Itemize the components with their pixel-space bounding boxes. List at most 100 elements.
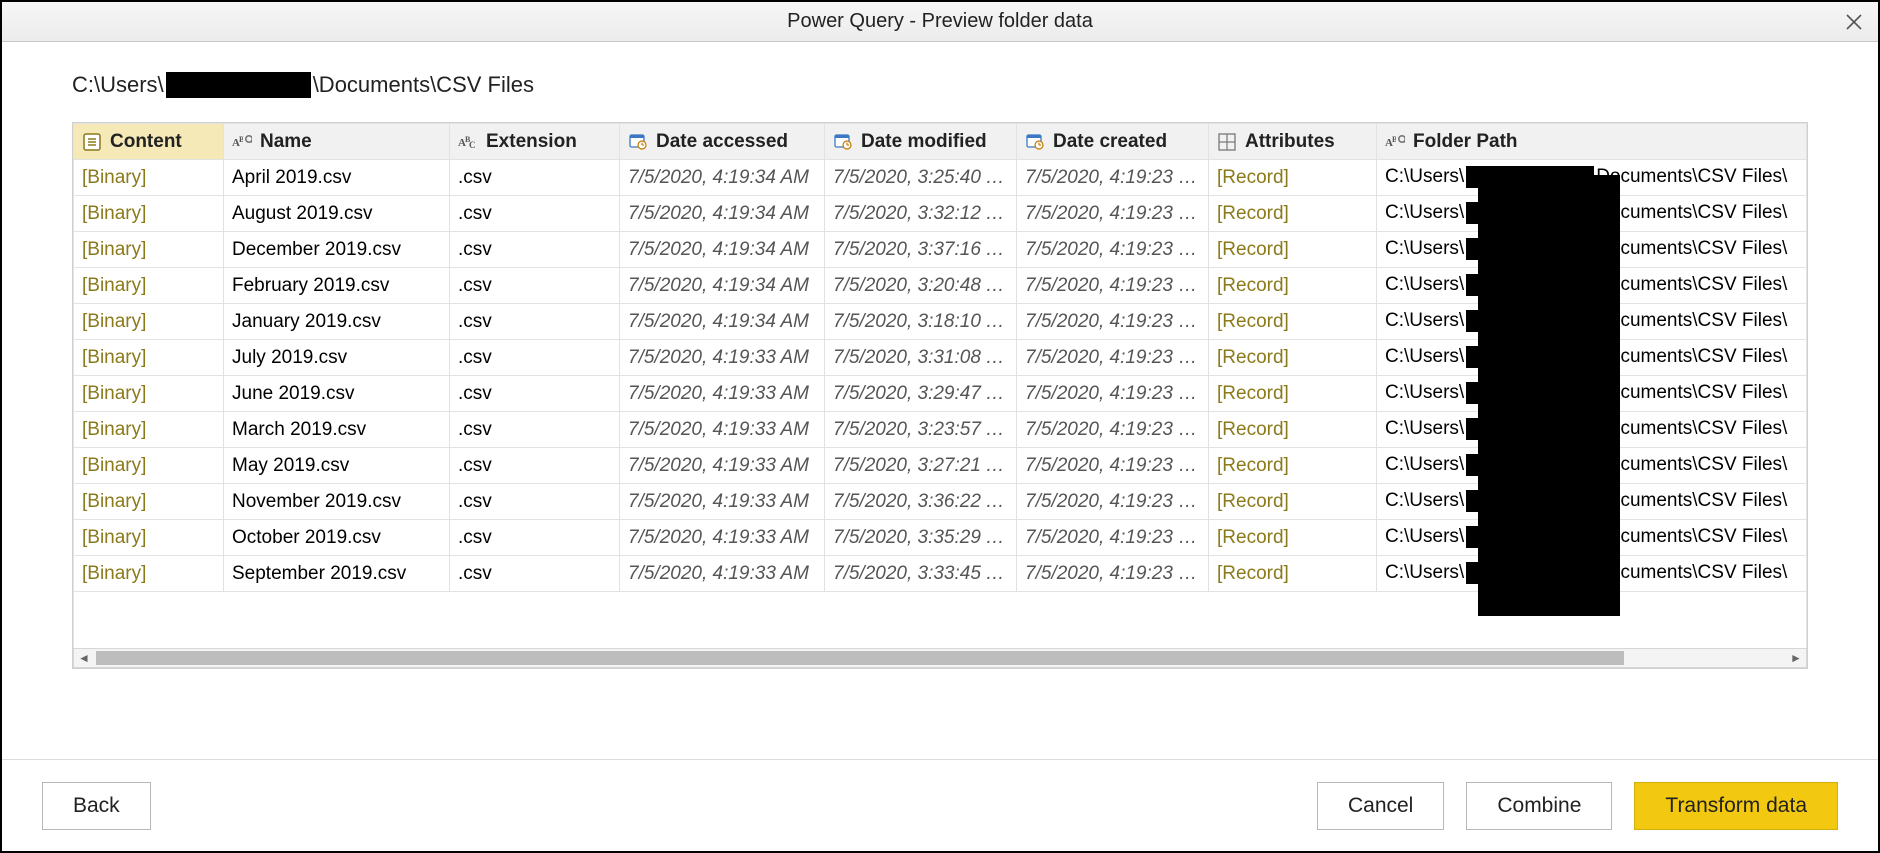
cell-date-accessed: 7/5/2020, 4:19:34 AM	[620, 268, 825, 304]
cell-date-created: 7/5/2020, 4:19:23 …	[1017, 340, 1209, 376]
cell-date-modified: 7/5/2020, 3:33:45 AM	[825, 556, 1017, 592]
cell-extension: .csv	[450, 304, 620, 340]
back-button[interactable]: Back	[42, 782, 151, 830]
cell-attributes[interactable]: [Record]	[1209, 412, 1377, 448]
cell-date-created: 7/5/2020, 4:19:23 …	[1017, 520, 1209, 556]
cell-date-accessed: 7/5/2020, 4:19:33 AM	[620, 556, 825, 592]
cell-attributes[interactable]: [Record]	[1209, 340, 1377, 376]
cell-date-modified: 7/5/2020, 3:36:22 AM	[825, 484, 1017, 520]
cell-extension: .csv	[450, 412, 620, 448]
cell-date-created: 7/5/2020, 4:19:23 …	[1017, 484, 1209, 520]
column-header-date-created[interactable]: Date created	[1017, 124, 1209, 160]
cell-name: December 2019.csv	[224, 232, 450, 268]
cell-attributes[interactable]: [Record]	[1209, 232, 1377, 268]
column-header-name[interactable]: Name	[224, 124, 450, 160]
cell-content[interactable]: [Binary]	[74, 232, 224, 268]
cell-content[interactable]: [Binary]	[74, 484, 224, 520]
cell-date-accessed: 7/5/2020, 4:19:33 AM	[620, 484, 825, 520]
column-label: Name	[260, 131, 312, 153]
cell-attributes[interactable]: [Record]	[1209, 556, 1377, 592]
cell-date-modified: 7/5/2020, 3:29:47 AM	[825, 376, 1017, 412]
horizontal-scrollbar[interactable]: ◄ ►	[73, 648, 1807, 668]
cell-extension: .csv	[450, 556, 620, 592]
scroll-right-icon[interactable]: ►	[1786, 649, 1806, 667]
column-header-date-modified[interactable]: Date modified	[825, 124, 1017, 160]
cell-date-accessed: 7/5/2020, 4:19:34 AM	[620, 160, 825, 196]
cell-date-created: 7/5/2020, 4:19:23 …	[1017, 412, 1209, 448]
column-header-content[interactable]: Content	[74, 124, 224, 160]
cancel-button[interactable]: Cancel	[1317, 782, 1444, 830]
column-label: Date created	[1053, 131, 1167, 153]
column-type-icon	[1217, 132, 1237, 152]
cell-name: July 2019.csv	[224, 340, 450, 376]
cell-extension: .csv	[450, 340, 620, 376]
cell-date-modified: 7/5/2020, 3:35:29 AM	[825, 520, 1017, 556]
cell-attributes[interactable]: [Record]	[1209, 196, 1377, 232]
cell-extension: .csv	[450, 448, 620, 484]
cell-name: May 2019.csv	[224, 448, 450, 484]
cell-attributes[interactable]: [Record]	[1209, 448, 1377, 484]
cell-date-created: 7/5/2020, 4:19:23 …	[1017, 304, 1209, 340]
column-label: Date accessed	[656, 131, 788, 153]
cell-date-modified: 7/5/2020, 3:20:48 AM	[825, 268, 1017, 304]
cell-date-created: 7/5/2020, 4:19:23 …	[1017, 160, 1209, 196]
redacted-username	[166, 72, 311, 98]
cell-content[interactable]: [Binary]	[74, 520, 224, 556]
column-type-icon	[833, 132, 853, 152]
cell-content[interactable]: [Binary]	[74, 556, 224, 592]
folder-path-display: C:\Users\ \Documents\CSV Files	[72, 72, 1808, 98]
cell-date-modified: 7/5/2020, 3:23:57 AM	[825, 412, 1017, 448]
cell-content[interactable]: [Binary]	[74, 448, 224, 484]
cell-name: February 2019.csv	[224, 268, 450, 304]
transform-data-button[interactable]: Transform data	[1634, 782, 1838, 830]
scroll-track[interactable]	[96, 651, 1784, 665]
close-icon[interactable]	[1840, 8, 1868, 36]
column-header-date-accessed[interactable]: Date accessed	[620, 124, 825, 160]
scroll-left-icon[interactable]: ◄	[74, 649, 94, 667]
cell-content[interactable]: [Binary]	[74, 304, 224, 340]
redacted-column-overlay	[1478, 175, 1620, 616]
title-bar: Power Query - Preview folder data	[2, 2, 1878, 42]
cell-extension: .csv	[450, 376, 620, 412]
dialog-footer: Back Cancel Combine Transform data	[2, 759, 1878, 851]
cell-content[interactable]: [Binary]	[74, 160, 224, 196]
path-prefix: C:\Users\	[72, 72, 164, 98]
column-label: Extension	[486, 131, 577, 153]
cell-date-created: 7/5/2020, 4:19:23 …	[1017, 196, 1209, 232]
cell-attributes[interactable]: [Record]	[1209, 304, 1377, 340]
cell-attributes[interactable]: [Record]	[1209, 520, 1377, 556]
cell-date-modified: 7/5/2020, 3:25:40 AM	[825, 160, 1017, 196]
cell-name: November 2019.csv	[224, 484, 450, 520]
combine-button[interactable]: Combine	[1466, 782, 1612, 830]
cell-attributes[interactable]: [Record]	[1209, 484, 1377, 520]
cell-extension: .csv	[450, 520, 620, 556]
column-header-extension[interactable]: Extension	[450, 124, 620, 160]
cell-extension: .csv	[450, 232, 620, 268]
column-type-icon	[628, 132, 648, 152]
cell-date-created: 7/5/2020, 4:19:23 …	[1017, 376, 1209, 412]
cell-date-accessed: 7/5/2020, 4:19:34 AM	[620, 196, 825, 232]
cell-date-modified: 7/5/2020, 3:27:21 AM	[825, 448, 1017, 484]
cell-content[interactable]: [Binary]	[74, 412, 224, 448]
cell-attributes[interactable]: [Record]	[1209, 160, 1377, 196]
cell-attributes[interactable]: [Record]	[1209, 268, 1377, 304]
cell-content[interactable]: [Binary]	[74, 340, 224, 376]
cell-content[interactable]: [Binary]	[74, 376, 224, 412]
column-header-attributes[interactable]: Attributes	[1209, 124, 1377, 160]
column-header-folder-path[interactable]: Folder Path	[1377, 124, 1807, 160]
cell-name: March 2019.csv	[224, 412, 450, 448]
column-type-icon	[232, 132, 252, 152]
cell-name: October 2019.csv	[224, 520, 450, 556]
cell-extension: .csv	[450, 160, 620, 196]
cell-date-accessed: 7/5/2020, 4:19:33 AM	[620, 520, 825, 556]
cell-date-created: 7/5/2020, 4:19:23 …	[1017, 556, 1209, 592]
cell-content[interactable]: [Binary]	[74, 196, 224, 232]
cell-name: April 2019.csv	[224, 160, 450, 196]
cell-content[interactable]: [Binary]	[74, 268, 224, 304]
cell-date-accessed: 7/5/2020, 4:19:33 AM	[620, 340, 825, 376]
cell-date-accessed: 7/5/2020, 4:19:34 AM	[620, 304, 825, 340]
cell-attributes[interactable]: [Record]	[1209, 376, 1377, 412]
cell-date-created: 7/5/2020, 4:19:23 …	[1017, 232, 1209, 268]
cell-date-accessed: 7/5/2020, 4:19:34 AM	[620, 232, 825, 268]
column-label: Attributes	[1245, 131, 1335, 153]
